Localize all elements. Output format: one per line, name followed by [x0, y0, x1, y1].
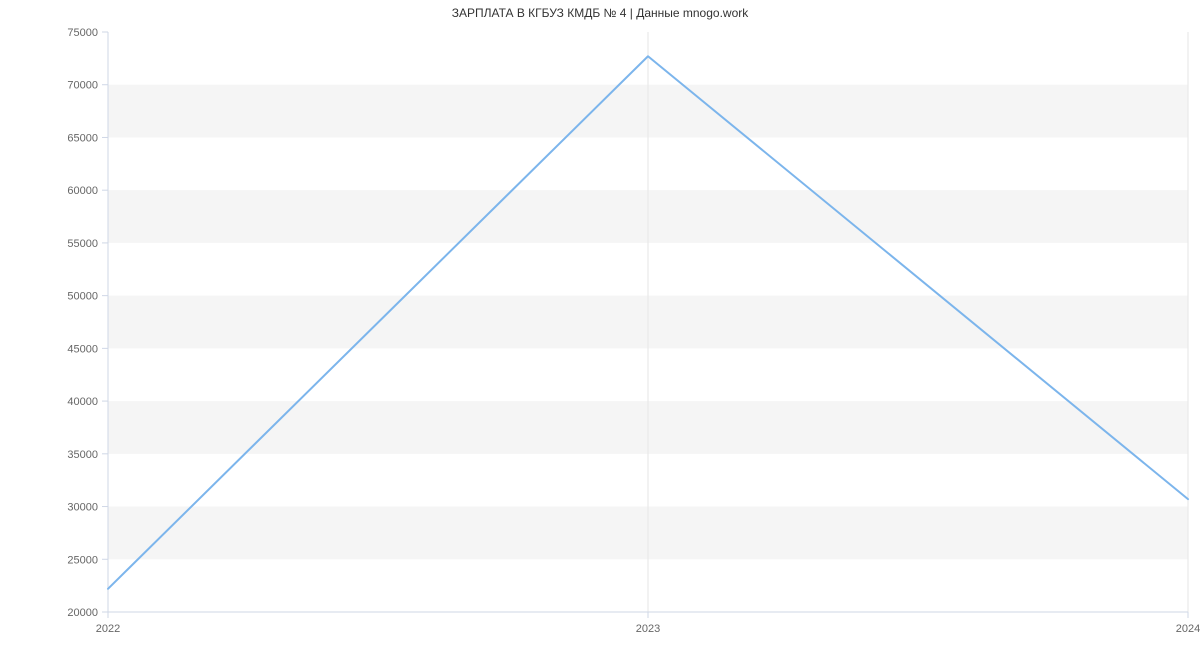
- salary-line-chart: ЗАРПЛАТА В КГБУЗ КМДБ № 4 | Данные mnogo…: [0, 0, 1200, 650]
- chart-title: ЗАРПЛАТА В КГБУЗ КМДБ № 4 | Данные mnogo…: [0, 6, 1200, 20]
- y-tick-label: 40000: [67, 396, 98, 408]
- x-tick-label: 2024: [1176, 623, 1200, 635]
- y-tick-label: 50000: [67, 291, 98, 303]
- y-tick-label: 60000: [67, 185, 98, 197]
- x-tick-label: 2023: [636, 623, 660, 635]
- y-tick-label: 45000: [67, 343, 98, 355]
- y-tick-label: 75000: [67, 27, 98, 39]
- y-tick-label: 35000: [67, 449, 98, 461]
- y-tick-label: 30000: [67, 502, 98, 514]
- x-tick-label: 2022: [96, 623, 120, 635]
- y-tick-label: 20000: [67, 607, 98, 619]
- y-tick-label: 65000: [67, 132, 98, 144]
- chart-plot-area: 20000 25000 30000 35000 40000 45000 50000 55000…: [0, 0, 1200, 650]
- y-tick-label: 55000: [67, 238, 98, 250]
- y-tick-label: 25000: [67, 554, 98, 566]
- y-tick-label: 70000: [67, 80, 98, 92]
